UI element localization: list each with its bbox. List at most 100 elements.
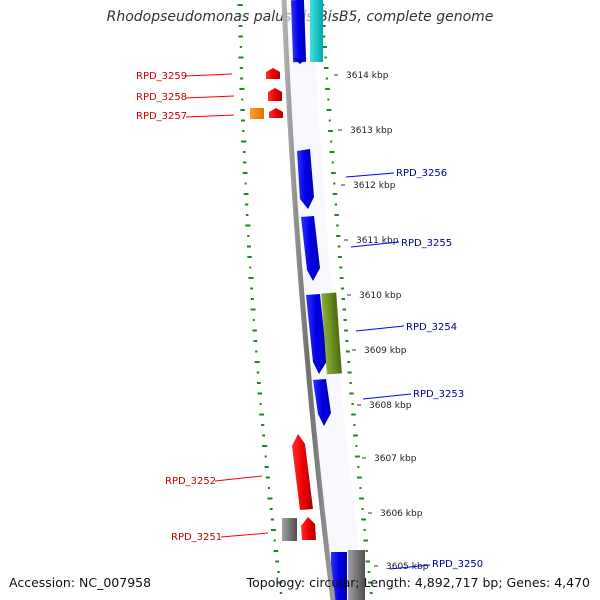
gc-mark [240, 77, 244, 80]
gc-mark [324, 56, 327, 59]
gene-label: RPD_3254 [406, 322, 457, 333]
gc-mark [353, 424, 356, 426]
gc-mark [252, 329, 257, 332]
genome-summary-text: Topology: circular; Length: 4,892,717 bp… [246, 575, 590, 590]
gc-mark [255, 350, 258, 353]
gene-label-leader [355, 325, 405, 332]
gc-mark [257, 382, 261, 384]
gene-label-leader [214, 475, 263, 482]
gc-mark [261, 424, 265, 426]
gc-mark [353, 434, 358, 437]
gc-mark [262, 445, 268, 447]
gc-mark [340, 287, 345, 290]
gc-mark [242, 130, 245, 132]
gc-mark [237, 4, 243, 6]
gc-mark [267, 487, 270, 489]
gc-mark [359, 487, 362, 489]
gc-mark [259, 413, 265, 416]
gc-mark [329, 151, 335, 153]
gc-mark [249, 266, 252, 269]
gene-gray-left[interactable] [282, 518, 297, 541]
gc-mark [247, 245, 251, 248]
gene-rpd-3258[interactable] [268, 88, 282, 101]
gc-mark [273, 539, 276, 542]
gc-mark [326, 109, 332, 111]
gene-rpd-3250[interactable] [331, 552, 347, 600]
gc-mark [247, 256, 252, 258]
gene-rpd-3256[interactable] [297, 149, 314, 209]
gene-rpd-3253[interactable] [313, 379, 331, 426]
gene-label-leader [220, 532, 269, 538]
gene-label-leader [184, 73, 233, 77]
tick-label: 3609 kbp [364, 346, 407, 356]
gene-label: RPD_3256 [396, 168, 447, 179]
gene-blue-top[interactable] [290, 0, 307, 63]
gc-mark [369, 592, 373, 594]
gc-mark [368, 581, 373, 584]
gc-mark [347, 371, 352, 374]
gc-mark [357, 466, 360, 468]
gene-gray-bottom[interactable] [348, 550, 365, 600]
tick-label: 3614 kbp [346, 71, 389, 81]
gc-mark [345, 350, 350, 353]
gene-label: RPD_3255 [401, 238, 452, 249]
gc-mark [275, 560, 279, 563]
gene-rpd-3254[interactable] [306, 294, 327, 374]
gc-mark [328, 130, 333, 132]
gc-track-left [237, 4, 283, 594]
accession-text: Accession: NC_007958 [9, 575, 152, 590]
gene-label: RPD_3250 [432, 559, 483, 570]
gc-mark [242, 161, 247, 164]
gc-mark [361, 508, 364, 510]
gene-rpd-3255[interactable] [301, 216, 320, 281]
gc-mark [264, 466, 269, 468]
gc-mark [238, 25, 243, 27]
gc-mark [351, 413, 356, 416]
gc-mark [247, 235, 250, 237]
gene-olive[interactable] [321, 292, 342, 375]
gene-label: RPD_3251 [171, 532, 222, 543]
gene-rpd-3252[interactable] [292, 434, 313, 510]
gc-mark [243, 193, 249, 195]
gene-rpd-3251[interactable] [301, 517, 316, 540]
gc-mark [333, 182, 336, 185]
gene-label: RPD_3257 [136, 111, 187, 122]
gc-mark [242, 172, 248, 174]
gene-orange[interactable] [250, 108, 264, 119]
gc-mark [328, 119, 331, 122]
gc-mark [271, 529, 276, 531]
gc-mark [322, 35, 326, 38]
gc-mark [244, 203, 249, 206]
tick-label: 3606 kbp [380, 509, 423, 519]
gc-mark [339, 266, 343, 269]
gc-mark [347, 361, 351, 363]
gc-mark [325, 88, 330, 90]
gene-teal-top[interactable] [310, 0, 323, 62]
gc-mark [238, 35, 243, 38]
gc-mark [365, 560, 371, 563]
gc-mark [265, 476, 270, 479]
gc-mark [248, 277, 254, 279]
gc-mark [342, 308, 346, 311]
gc-mark [239, 46, 242, 48]
gc-mark [336, 224, 339, 227]
tick-label: 3610 kbp [359, 291, 402, 301]
gene-label: RPD_3259 [136, 71, 187, 82]
tick-label: 3613 kbp [350, 126, 393, 136]
gc-mark [349, 382, 352, 384]
gc-mark [331, 172, 336, 174]
tick-label: 3607 kbp [374, 454, 417, 464]
gene-rpd-3257[interactable] [269, 108, 283, 118]
gene-rpd-3259[interactable] [266, 68, 280, 79]
gc-mark [239, 88, 245, 90]
gc-mark [245, 214, 249, 216]
gc-mark [334, 203, 337, 206]
gc-mark [270, 518, 274, 521]
gc-mark [351, 403, 354, 405]
gc-mark [322, 46, 327, 48]
gc-mark [238, 56, 244, 59]
genome-backbone [281, 0, 336, 600]
gc-mark [239, 14, 242, 17]
gc-mark [239, 67, 243, 69]
